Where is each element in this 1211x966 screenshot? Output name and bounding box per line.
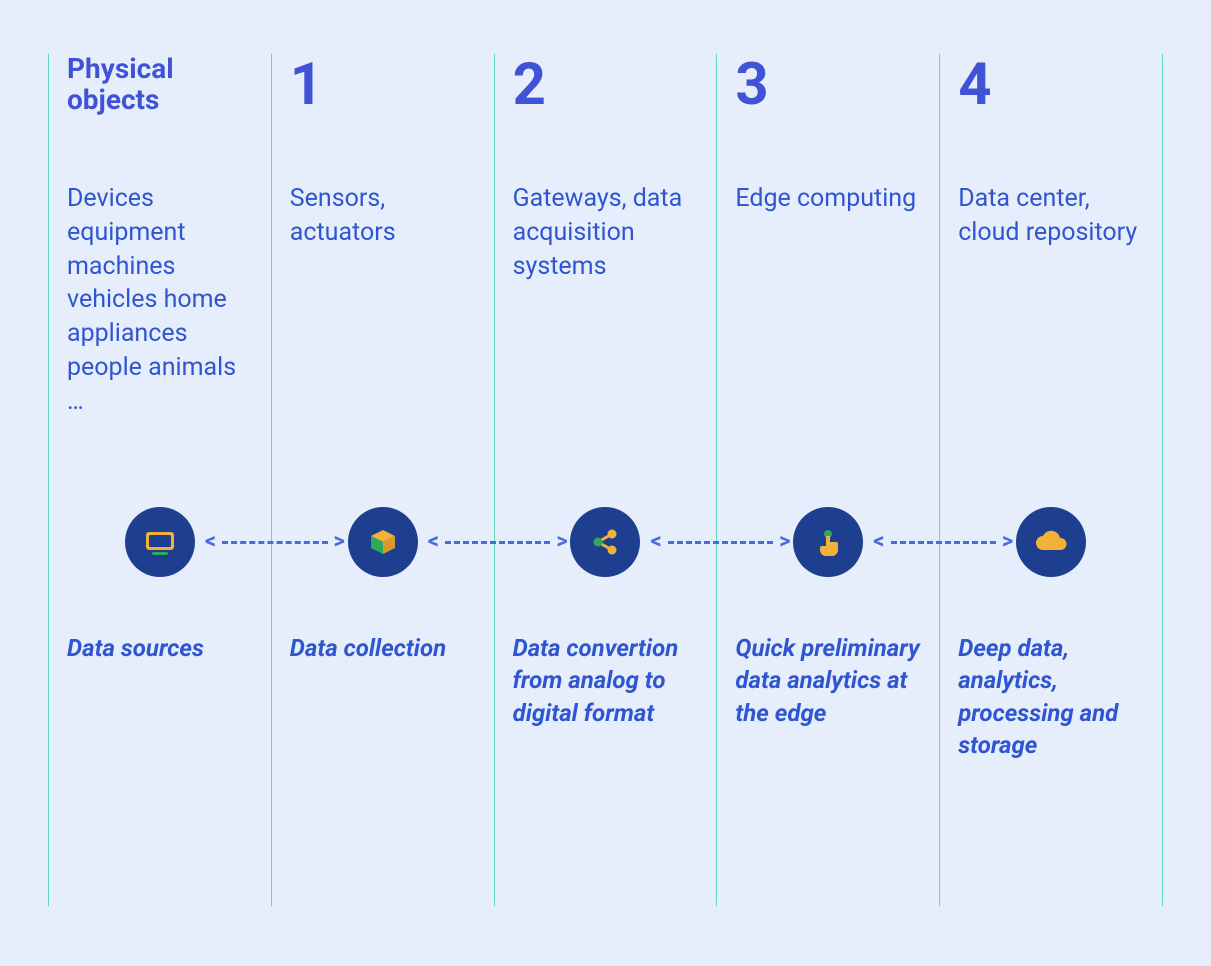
column-description: Gateways, data acquisition systems bbox=[513, 182, 699, 492]
column-header: 2 bbox=[513, 54, 699, 144]
column-header: 4 bbox=[958, 54, 1144, 144]
column-caption: Data convertion from analog to digital f… bbox=[513, 632, 699, 729]
icon-row: < > bbox=[290, 502, 476, 582]
column-caption: Deep data, analytics, processing and sto… bbox=[958, 632, 1144, 762]
column-description: Devices equipment machines vehicles home… bbox=[67, 182, 253, 492]
chevron-left-icon: < bbox=[650, 531, 661, 553]
column-caption: Data collection bbox=[290, 632, 476, 664]
icon-row: < > bbox=[67, 502, 253, 582]
chevron-left-icon: < bbox=[428, 531, 439, 553]
column-stage-2: 2 Gateways, data acquisition systems < > bbox=[494, 54, 717, 906]
column-description: Edge computing bbox=[735, 182, 921, 492]
column-caption: Data sources bbox=[67, 632, 253, 664]
chevron-left-icon: < bbox=[205, 531, 216, 553]
chevron-left-icon: < bbox=[873, 531, 884, 553]
icon-row: < > bbox=[735, 502, 921, 582]
touch-icon bbox=[793, 507, 863, 577]
column-stage-4: 4 Data center, cloud repository Deep dat… bbox=[939, 54, 1163, 906]
column-header: 3 bbox=[735, 54, 921, 144]
column-stage-3: 3 Edge computing < > Quick preliminary d… bbox=[716, 54, 939, 906]
icon-row bbox=[958, 502, 1144, 582]
infographic-canvas: Physical objects Devices equipment machi… bbox=[0, 0, 1211, 966]
columns-container: Physical objects Devices equipment machi… bbox=[48, 54, 1163, 906]
column-description: Data center, cloud repository bbox=[958, 182, 1144, 492]
column-header: 1 bbox=[290, 54, 476, 144]
column-caption: Quick preliminary data analytics at the … bbox=[735, 632, 921, 729]
icon-row: < > bbox=[513, 502, 699, 582]
column-header: Physical objects bbox=[67, 54, 253, 144]
share-icon bbox=[570, 507, 640, 577]
monitor-icon bbox=[125, 507, 195, 577]
cloud-icon bbox=[1016, 507, 1086, 577]
column-description: Sensors, actuators bbox=[290, 182, 476, 492]
cube-icon bbox=[348, 507, 418, 577]
column-physical-objects: Physical objects Devices equipment machi… bbox=[48, 54, 271, 906]
column-stage-1: 1 Sensors, actuators < > Data collection bbox=[271, 54, 494, 906]
